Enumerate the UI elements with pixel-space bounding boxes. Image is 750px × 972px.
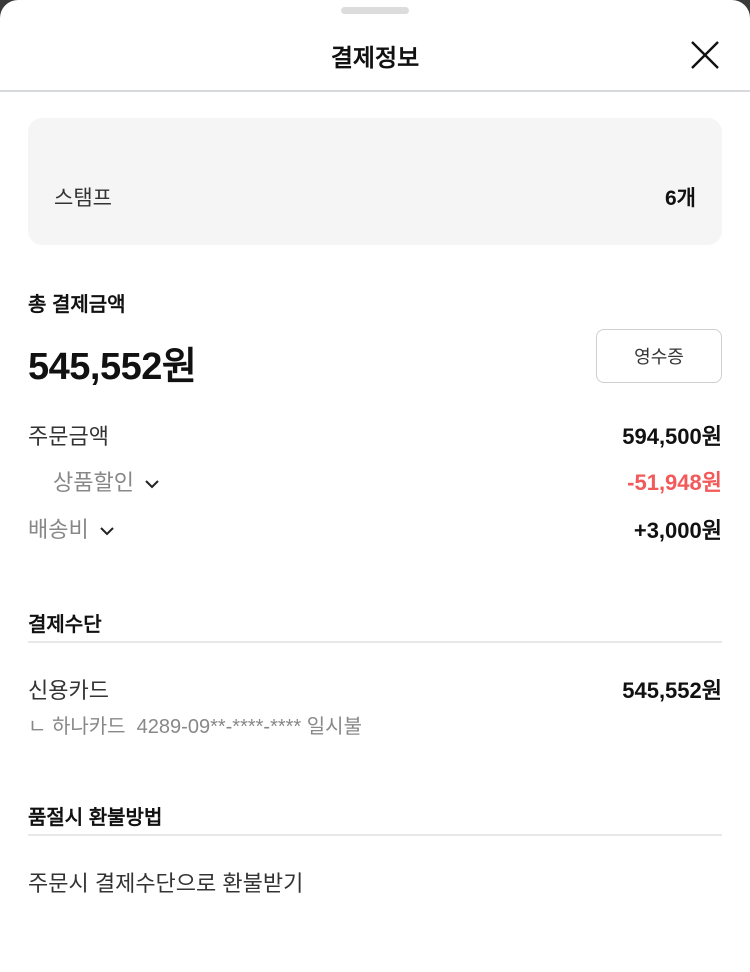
product-discount-value: -51,948원 <box>627 470 722 495</box>
header-divider <box>0 90 750 92</box>
product-discount-toggle[interactable]: 상품할인 <box>53 465 160 497</box>
drag-handle[interactable] <box>341 7 409 14</box>
refund-method-title: 품절시 환불방법 <box>28 807 163 829</box>
total-amount: 545,552원 <box>28 346 197 388</box>
card-detail: ㄴ 하나카드 4289-09**-****-**** 일시불 <box>28 716 362 738</box>
order-amount-label: 주문금액 <box>28 424 109 449</box>
receipt-button[interactable]: 영수증 <box>596 329 722 383</box>
product-discount-label: 상품할인 <box>53 470 134 495</box>
order-amount-value: 594,500원 <box>622 424 722 449</box>
total-label: 총 결제금액 <box>28 294 126 316</box>
close-icon <box>691 41 719 69</box>
sheet-title: 결제정보 <box>330 45 420 72</box>
stamp-value: 6개 <box>665 187 696 210</box>
chevron-down-icon <box>145 480 159 489</box>
section-divider <box>28 834 722 836</box>
stamp-label: 스탬프 <box>54 187 112 210</box>
shipping-fee-label: 배송비 <box>28 517 89 542</box>
payment-method: 신용카드 <box>28 678 109 703</box>
payment-amount: 545,552원 <box>622 678 722 703</box>
shipping-fee-toggle[interactable]: 배송비 <box>28 512 115 544</box>
close-button[interactable] <box>688 38 722 72</box>
stamp-box: 스탬프 6개 <box>28 118 722 245</box>
chevron-down-icon <box>100 527 114 536</box>
shipping-fee-value: +3,000원 <box>633 518 722 543</box>
refund-method-text: 주문시 결제수단으로 환불받기 <box>28 871 304 896</box>
payment-method-title: 결제수단 <box>28 614 102 636</box>
section-divider <box>28 641 722 643</box>
